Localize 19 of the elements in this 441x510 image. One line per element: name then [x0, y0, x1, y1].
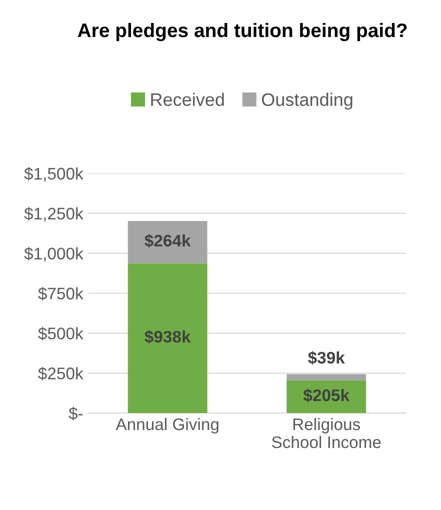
chart-title: Are pledges and tuition being paid?	[78, 22, 407, 42]
y-tick-label: $250k	[38, 366, 84, 380]
y-tick-label: $1,250k	[24, 207, 84, 222]
legend-label: Oustanding	[262, 92, 352, 110]
data-label: $264k	[144, 234, 191, 248]
bar	[128, 263, 208, 414]
x-tick-label: Religious School Income	[272, 418, 381, 448]
legend-label: Received	[151, 92, 224, 106]
y-tick-label: $-	[68, 406, 83, 420]
y-tick-label: $500k	[38, 326, 84, 340]
data-label: $39k	[308, 351, 345, 365]
y-tick-label: $1,000k	[24, 247, 84, 262]
bar	[286, 374, 366, 380]
x-tick-label: Annual Giving	[116, 418, 218, 434]
data-label: $205k	[303, 388, 350, 402]
y-tick-label: $1,500k	[24, 167, 84, 182]
y-tick-label: $750k	[38, 286, 84, 300]
bar	[128, 221, 208, 264]
data-label: $938k	[144, 330, 191, 344]
